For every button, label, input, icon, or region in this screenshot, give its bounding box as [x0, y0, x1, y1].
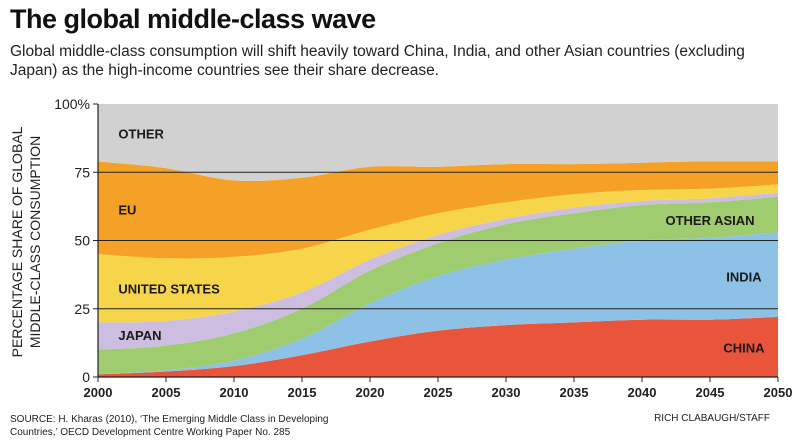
y-tick-label: 50 [74, 233, 90, 249]
x-tick-label: 2005 [152, 385, 181, 400]
area-united-states [98, 184, 778, 323]
x-tick-label: 2040 [628, 385, 657, 400]
credit: RICH CLABAUGH/STAFF [654, 413, 770, 424]
x-tick-label: 2015 [288, 385, 317, 400]
stacked-area-chart: 2000 2005 2010 2015 2020 2025 2030 2035 2040 2045… [9, 96, 792, 400]
y-tick-label: 0 [82, 369, 90, 385]
series-label-eu: EU [118, 202, 136, 217]
x-tick-label: 2025 [424, 385, 453, 400]
series-label-united-states: UNITED STATES [118, 282, 220, 297]
y-axis-label-line2: MIDDLE-CLASS CONSUMPTION [27, 136, 43, 348]
x-tick-label: 2035 [560, 385, 589, 400]
series-label-japan: JAPAN [118, 328, 161, 343]
area-other [98, 104, 778, 181]
series-label-india: INDIA [726, 270, 762, 285]
y-tick-label: 25 [74, 301, 90, 317]
area-japan [98, 192, 778, 350]
chart-title: The global middle-class wave [10, 4, 376, 34]
x-tick-label: 2020 [356, 385, 385, 400]
axes: 2000 2005 2010 2015 2020 2025 2030 2035 2040 2045… [54, 96, 792, 400]
area-layers [98, 104, 778, 377]
source-line-1: SOURCE: H. Kharas (2010), ‘The Emerging … [10, 414, 329, 425]
area-china [98, 316, 778, 377]
y-tick-label: 75 [74, 164, 90, 180]
series-label-other: OTHER [118, 127, 164, 142]
series-labels: CHINA INDIA OTHER ASIAN JAPAN UNITED STATES E… [118, 127, 765, 356]
gridlines [98, 171, 778, 310]
y-tick-label: 100% [54, 96, 90, 112]
x-tick-label: 2000 [84, 385, 113, 400]
chart-subtitle: Global middle-class consumption will shi… [10, 43, 745, 79]
x-tick-label: 2045 [696, 385, 725, 400]
area-other-asian [98, 196, 778, 375]
source-note: SOURCE: H. Kharas (2010), ‘The Emerging … [10, 413, 430, 439]
area-india [98, 232, 778, 375]
x-tick-label: 2030 [492, 385, 521, 400]
y-axis-label-line1: PERCENTAGE SHARE OF GLOBAL [9, 126, 25, 357]
series-label-china: CHINA [723, 341, 765, 356]
source-line-2: Countries,’ OECD Development Centre Work… [10, 427, 291, 438]
area-eu [98, 161, 778, 259]
x-tick-label: 2010 [220, 385, 249, 400]
series-label-other-asian: OTHER ASIAN [665, 213, 754, 228]
x-tick-label: 2050 [764, 385, 793, 400]
